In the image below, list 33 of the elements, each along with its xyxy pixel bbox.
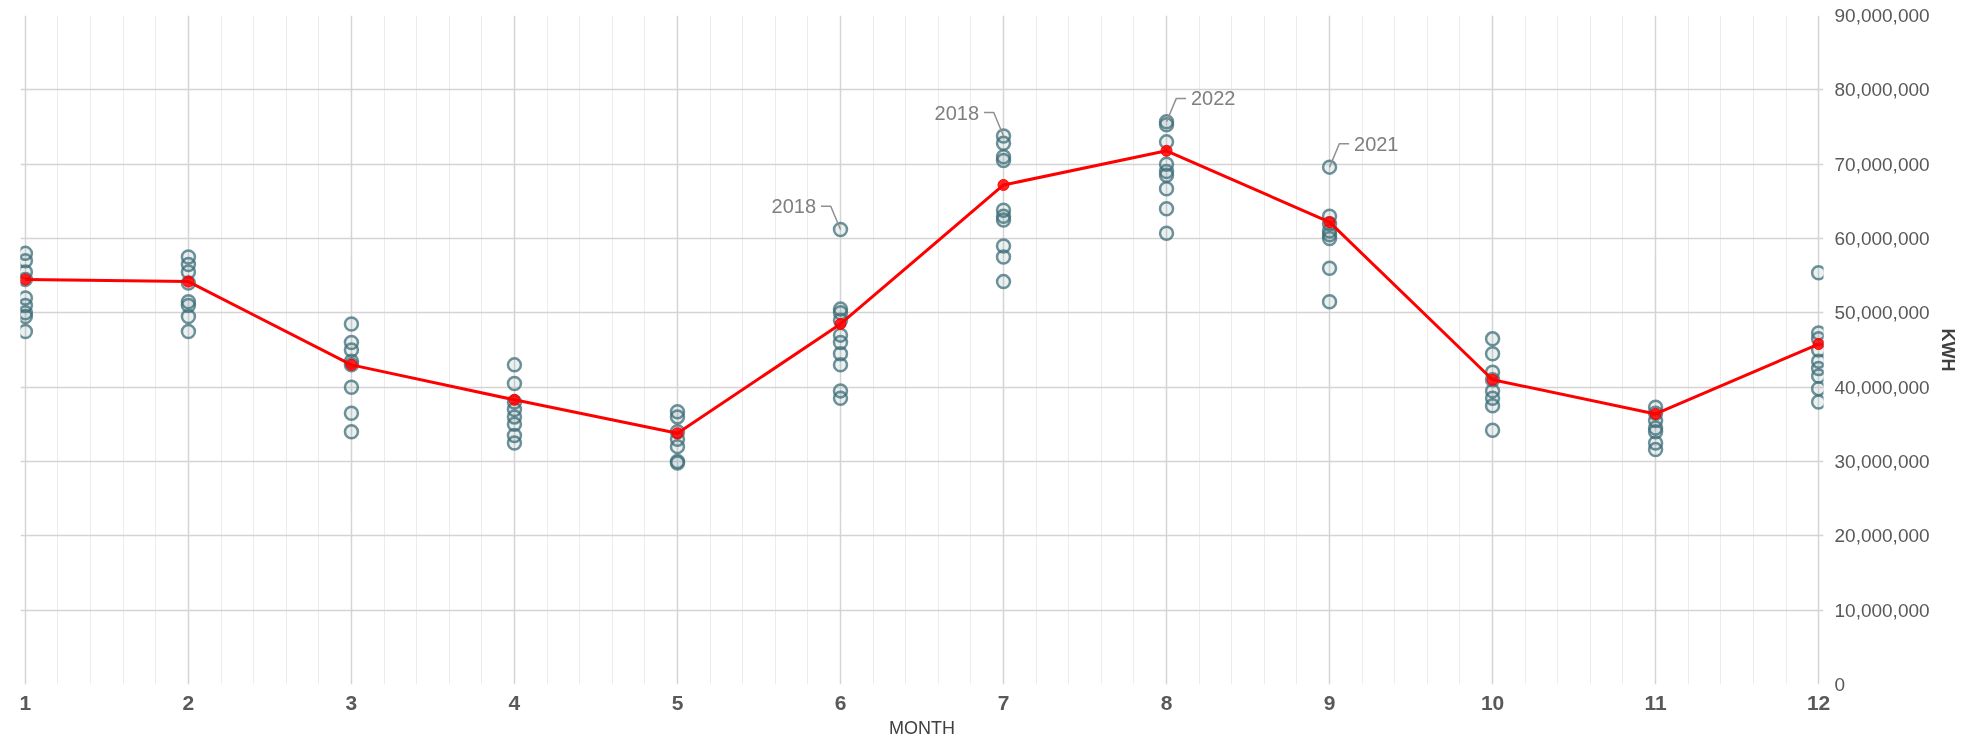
- point: [997, 178, 1010, 191]
- annotation: 2018: [771, 195, 817, 218]
- y-tick-label: 30,000,000: [1834, 451, 1930, 472]
- point: [508, 393, 521, 406]
- x-axis-title: MONTH: [889, 717, 956, 738]
- y-tick-label: 80,000,000: [1834, 79, 1930, 101]
- y-tick-label: 60,000,000: [1834, 228, 1930, 249]
- x-tick-label: 7: [997, 690, 1010, 714]
- annotation: 2021: [1354, 132, 1399, 155]
- x-tick-label: 12: [1806, 690, 1831, 714]
- y-tick-label: 10,000,000: [1834, 599, 1930, 621]
- y-axis-title: KWH: [1937, 328, 1958, 372]
- point: [1160, 144, 1173, 157]
- x-tick-label: 2: [182, 690, 195, 714]
- annotation: 2018: [934, 101, 980, 124]
- point: [834, 317, 847, 330]
- x-tick-label: 5: [671, 690, 684, 714]
- y-tick-label: 50,000,000: [1834, 302, 1930, 324]
- x-tick-label: 4: [508, 690, 521, 714]
- y-tick-label: 0: [1834, 674, 1846, 695]
- x-tick-label: 9: [1323, 690, 1336, 714]
- x-tick-label: 11: [1644, 690, 1668, 714]
- x-tick-label: 6: [834, 690, 847, 714]
- x-tick-label: 1: [19, 690, 32, 714]
- x-tick-label: 10: [1480, 690, 1505, 714]
- y-tick-label: 90,000,000: [1834, 5, 1930, 26]
- y-tick-label: 70,000,000: [1834, 153, 1930, 175]
- x-tick-label: 3: [345, 690, 358, 714]
- y-tick-label: 40,000,000: [1834, 376, 1930, 398]
- point: [1812, 338, 1824, 351]
- annotation: 2022: [1190, 87, 1236, 110]
- y-tick-label: 20,000,000: [1834, 525, 1930, 547]
- x-tick-label: 8: [1160, 690, 1173, 714]
